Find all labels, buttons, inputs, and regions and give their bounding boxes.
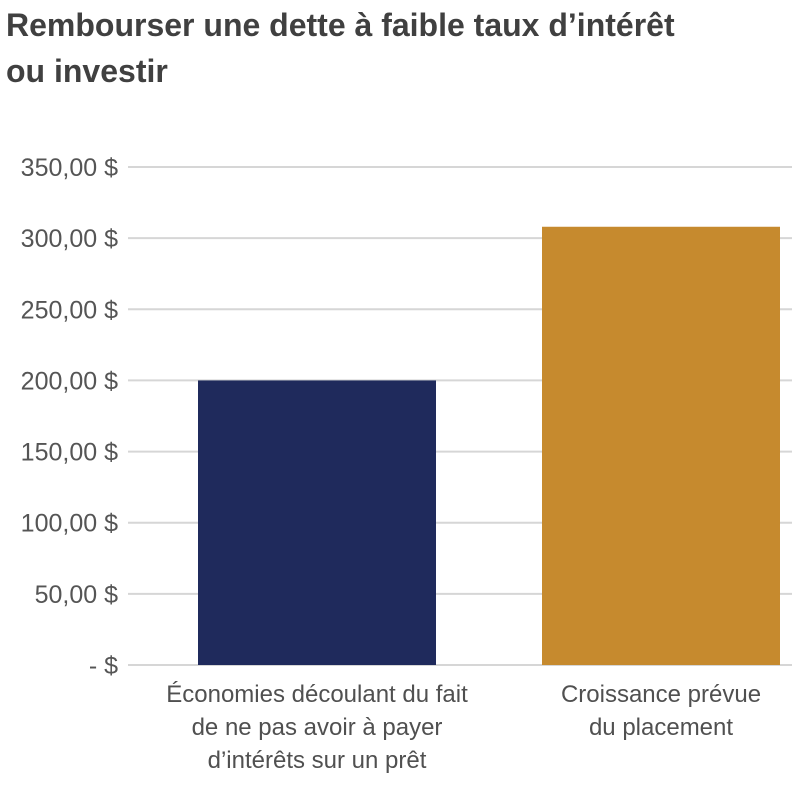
y-tick-label: 350,00 $	[21, 154, 118, 182]
y-tick-label: 250,00 $	[21, 296, 118, 324]
bar-1	[198, 380, 436, 665]
y-tick-label: 150,00 $	[21, 439, 118, 467]
y-tick-label: 50,00 $	[35, 581, 119, 609]
y-tick-label: 100,00 $	[21, 510, 118, 538]
bar-2	[542, 226, 780, 665]
x-category-label-1: Économies découlant du fait de ne pas avo…	[166, 681, 468, 774]
y-tick-label: 300,00 $	[21, 225, 118, 253]
chart-title: Rembourser une dette à faible taux d’int…	[6, 2, 786, 94]
x-category-label-2: Croissance prévue du placement	[561, 681, 761, 741]
y-tick-label: 200,00 $	[21, 367, 118, 395]
y-tick-label: - $	[89, 652, 118, 680]
chart-title-line-1: Rembourser une dette à faible taux d’int…	[6, 7, 675, 43]
chart-title-line-2: ou investir	[6, 53, 168, 89]
